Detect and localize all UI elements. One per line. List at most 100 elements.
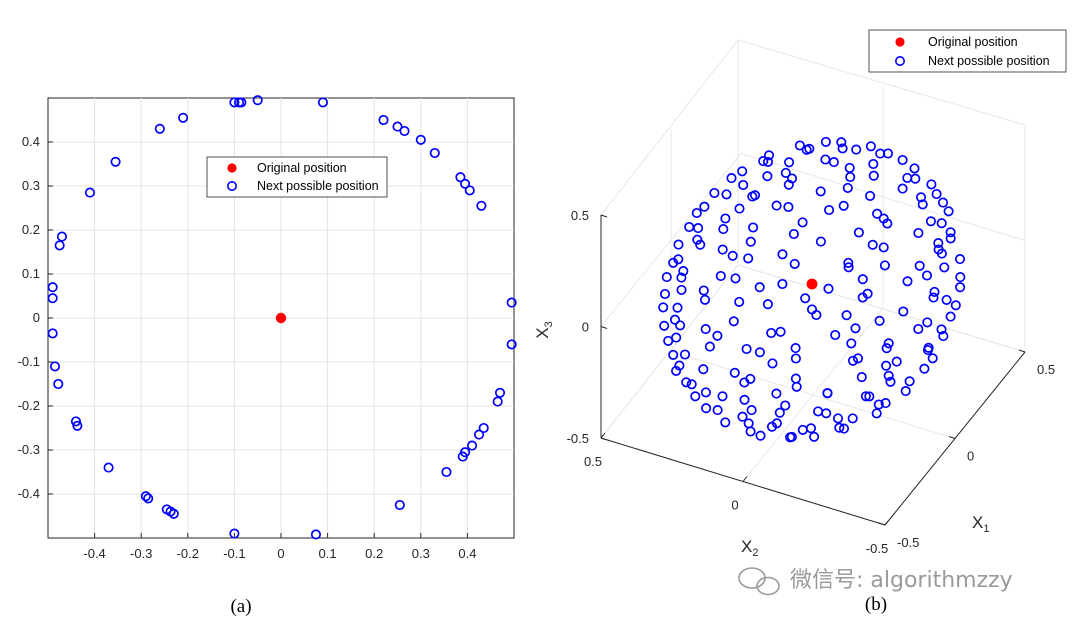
- scatter3d-point-next: [821, 408, 832, 419]
- scatter3d-point-next: [843, 257, 854, 268]
- scatter3d-point-next: [945, 233, 956, 244]
- scatter3d-point-next: [721, 189, 732, 200]
- scatter3d-point-next: [950, 300, 961, 311]
- x-tick-label: 0: [967, 449, 974, 464]
- scatter3d-point-next: [745, 426, 756, 437]
- scatter3d-point-next: [805, 423, 817, 434]
- scatter3d-point-next: [815, 186, 826, 197]
- scatter3d-point-next: [936, 218, 947, 229]
- scatter3d-point-next: [927, 353, 938, 364]
- scatter3d-point-next: [933, 238, 944, 249]
- scatter3d-point-next: [741, 343, 752, 355]
- scatter3d-point-next: [806, 304, 818, 315]
- scatter3d-point-next: [910, 173, 921, 184]
- scatter3d-point-next: [678, 266, 689, 277]
- scatter3d-point-next: [728, 316, 739, 327]
- scatter3d-point-next: [698, 285, 709, 296]
- scatter3d-point-next: [878, 242, 889, 253]
- scatter3d-point-next: [692, 234, 703, 245]
- scatter-point-next: [478, 422, 489, 434]
- y-tick-mark: [742, 476, 748, 482]
- scatter3d-point-next: [668, 349, 679, 360]
- scatter3d-point-next: [699, 294, 711, 305]
- scatter-point-next: [236, 97, 247, 108]
- scatter3d-point-next: [767, 358, 778, 369]
- scatter-point-next: [415, 134, 426, 145]
- scatter3d-point-next: [883, 338, 894, 349]
- scatter3d-point-next: [671, 332, 682, 343]
- scatter3d-point-next: [780, 167, 791, 178]
- scatter-point-next: [72, 420, 83, 431]
- scatter3d-point-next: [672, 302, 683, 313]
- scatter-point-next: [310, 529, 321, 540]
- scatter-point-next: [229, 97, 240, 108]
- legend-a-next-marker: [227, 181, 238, 192]
- scatter3d-point-next: [754, 347, 765, 358]
- scatter3d-point-next: [955, 272, 966, 283]
- scatter-point-next: [494, 387, 506, 398]
- plot-b-side-wall: [600, 38, 739, 440]
- plot-b-grid: [600, 85, 1026, 482]
- scatter3d-point-next: [676, 272, 687, 283]
- scatter3d-point-next: [718, 224, 729, 235]
- scatter3d-point-next: [797, 217, 808, 228]
- scatter-point-next: [506, 297, 517, 308]
- scatter3d-point-next: [695, 239, 706, 250]
- scatter3d-point-next: [891, 356, 902, 367]
- scatter3d-point-next: [659, 288, 671, 300]
- scatter3d-point-next: [676, 284, 687, 295]
- scatter-point-next: [47, 282, 58, 293]
- scatter3d-point-next: [882, 148, 894, 159]
- scatter3d-point-next: [758, 156, 769, 167]
- scatter3d-point-next: [709, 187, 720, 199]
- scatter3d-point-next: [955, 282, 966, 293]
- scatter3d-point-next: [737, 411, 748, 422]
- x-axis-label: X1: [972, 513, 989, 535]
- scatter3d-point-next: [850, 323, 861, 334]
- scatter3d-point-next: [745, 236, 756, 247]
- z-tick-label: 0.5: [571, 208, 589, 223]
- scatter-point-next: [394, 499, 405, 511]
- x-tick-a-label: -0.2: [177, 546, 199, 561]
- z-tick-mark: [600, 214, 608, 218]
- scatter3d-point-next: [823, 283, 834, 294]
- scatter3d-point-next: [774, 407, 785, 418]
- scatter3d-point-next: [933, 244, 944, 255]
- scatter3d-point-next: [834, 422, 845, 433]
- legend-a: Original position Next possible position: [206, 156, 388, 198]
- scatter3d-point-next: [691, 207, 702, 219]
- scatter3d-point-next: [853, 227, 864, 238]
- scatter3d-point-next: [847, 413, 858, 424]
- scatter3d-point-next: [928, 292, 939, 303]
- scatter3d-point-next: [897, 183, 908, 194]
- legend-a-next-label: Next possible position: [257, 179, 379, 193]
- plot-b-back-wall: [737, 39, 1026, 353]
- scatter3d-point-next: [898, 306, 909, 317]
- y-tick-label: 0: [731, 498, 738, 513]
- y-tick-mark: [600, 432, 606, 439]
- scatter3d-point-next: [717, 391, 728, 402]
- scatter3d-point-next: [763, 150, 775, 161]
- y-tick-a-label: -0.1: [18, 354, 40, 369]
- scatter-point-next: [229, 528, 240, 539]
- y-tick-a-label: -0.4: [18, 486, 40, 501]
- scatter3d-point-next: [900, 386, 911, 397]
- scatter3d-point-next: [857, 274, 868, 285]
- scatter3d-point-next: [919, 363, 930, 374]
- scatter3d-point-next: [690, 391, 701, 402]
- scatter3d-point-next: [851, 144, 862, 155]
- scatter3d-point-next: [700, 387, 711, 398]
- x-tick-mark: [1018, 349, 1026, 353]
- scatter3d-point-next: [729, 367, 740, 378]
- scatter3d-point-next: [842, 182, 853, 193]
- scatter3d-point-next: [659, 320, 670, 331]
- scatter-point-next: [473, 429, 485, 440]
- x-tick-a-label: 0.4: [458, 546, 476, 561]
- scatter3d-point-next: [755, 430, 766, 441]
- scatter3d-point-next: [938, 331, 949, 342]
- x-tick-mark: [948, 436, 956, 439]
- scatter3d-point-next: [921, 270, 933, 281]
- watermark-text: 微信号: algorithmzzy: [790, 568, 1013, 593]
- scatter3d-point-next: [734, 203, 745, 214]
- scatter3d-point-next: [790, 343, 801, 354]
